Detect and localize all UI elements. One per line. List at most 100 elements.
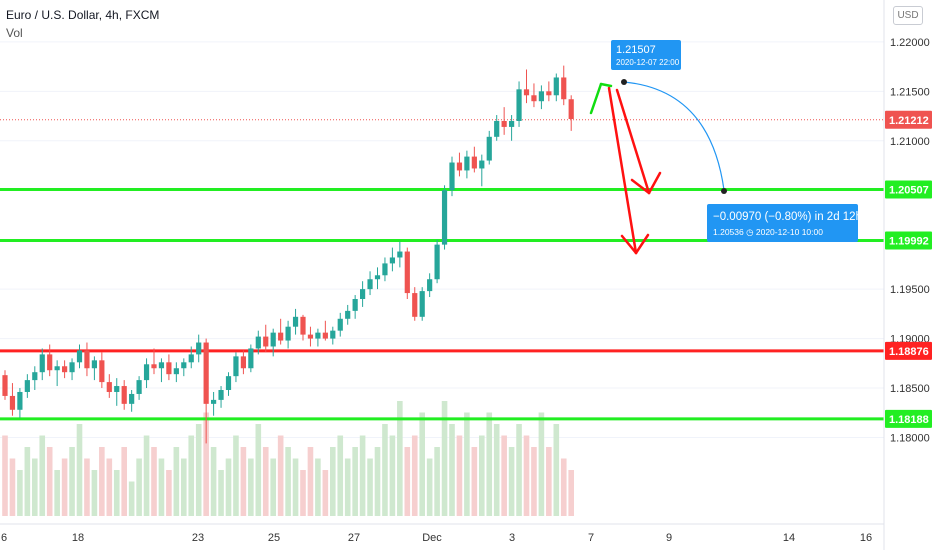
- end-callout-detail: 1.20536 ◷ 2020-12-10 10:00: [713, 227, 823, 237]
- candle-body: [129, 393, 135, 404]
- candle-body: [158, 362, 165, 369]
- volume-bar: [240, 447, 247, 516]
- time-tick-label: 14: [783, 532, 795, 544]
- price-axis[interactable]: 1.180001.185001.190001.195001.200001.205…: [883, 0, 932, 550]
- volume-bar: [330, 447, 336, 516]
- candle-body: [24, 380, 30, 392]
- candle-body: [166, 362, 172, 375]
- candle-body: [136, 380, 142, 394]
- volume-bar: [486, 412, 493, 516]
- candle-body: [17, 391, 23, 410]
- volume-bar: [2, 435, 8, 516]
- candle-body: [9, 395, 16, 410]
- volume-bar: [374, 447, 381, 516]
- candle-body: [106, 382, 112, 392]
- time-tick-label: 27: [348, 532, 360, 544]
- price-tick-label: 1.22000: [890, 37, 930, 49]
- candle-body: [568, 99, 574, 120]
- volume-bar: [121, 447, 127, 516]
- time-tick-label: 23: [192, 532, 204, 544]
- candle-body: [315, 332, 321, 339]
- volume-bar: [277, 435, 284, 516]
- down-arrow-head[interactable]: [630, 178, 651, 195]
- candle-body: [196, 342, 202, 355]
- volume-bar: [523, 435, 530, 516]
- volume-bar: [389, 435, 396, 516]
- volume-bar: [344, 458, 351, 516]
- drawings[interactable]: 1.21507 2020-12-07 22:00 −0.00970 (−0.80%)…: [589, 40, 862, 255]
- volume-bar: [143, 435, 150, 516]
- price-tick-label: 1.21500: [890, 86, 930, 98]
- volume-bar: [210, 447, 217, 516]
- up-arrow-shaft[interactable]: [589, 82, 603, 115]
- candle-body: [516, 89, 522, 121]
- volume-bar: [128, 481, 135, 516]
- volume-bar: [397, 401, 403, 516]
- volume-bar: [106, 458, 113, 516]
- time-tick-label: 3: [509, 532, 515, 544]
- currency-button[interactable]: USD: [893, 6, 923, 25]
- volume-bar: [158, 458, 165, 516]
- down-arrow-head[interactable]: [620, 234, 638, 255]
- volume-bar: [508, 447, 515, 516]
- candle-body: [561, 77, 567, 100]
- end-callout-box: [707, 204, 858, 242]
- candle-body: [76, 350, 83, 363]
- candle-body: [218, 390, 224, 400]
- start-callout-time: 2020-12-07 22:00: [616, 58, 680, 67]
- candle-body: [382, 263, 388, 276]
- volume-bar: [24, 447, 31, 516]
- candle-body: [456, 162, 463, 171]
- projection-curve[interactable]: [623, 81, 725, 191]
- candle-body: [285, 326, 291, 341]
- down-arrow-shaft[interactable]: [607, 86, 638, 255]
- volume-bar: [449, 424, 455, 516]
- volume-bar: [248, 458, 254, 516]
- volume-bar: [315, 458, 321, 516]
- volume-bar: [61, 458, 68, 516]
- volume-bar: [419, 412, 425, 516]
- volume-bar: [173, 447, 180, 516]
- start-callout-box: [611, 40, 681, 70]
- time-axis[interactable]: 6 18 23 25 27 Dec 3 7 9 14 16: [0, 523, 884, 544]
- volume-bar: [471, 447, 478, 516]
- time-tick-label: 6: [1, 532, 7, 544]
- volume-bar: [352, 447, 358, 516]
- candle-body: [240, 356, 246, 369]
- volume-bar: [538, 412, 545, 516]
- volume-bar: [531, 447, 537, 516]
- volume-bar: [434, 447, 440, 516]
- down-arrow-head[interactable]: [634, 233, 650, 255]
- projection-start-point[interactable]: [621, 79, 627, 85]
- level-price-tag-bg: [885, 180, 932, 199]
- candle-body: [389, 257, 395, 264]
- candle-body: [54, 366, 60, 371]
- volume-bar: [233, 435, 239, 516]
- candle-body: [441, 190, 448, 245]
- candle-body: [412, 293, 418, 317]
- down-arrow-shaft[interactable]: [615, 88, 651, 195]
- volume-bar: [516, 424, 522, 516]
- down-arrow-head[interactable]: [647, 171, 662, 195]
- volume-bar: [84, 458, 90, 516]
- volume-bar: [359, 435, 366, 516]
- projection-end-point[interactable]: [721, 188, 727, 194]
- time-tick-label: 16: [860, 532, 872, 544]
- candle-body: [471, 156, 477, 169]
- volume-bar: [91, 470, 98, 516]
- volume-bar: [46, 447, 53, 516]
- candle-body: [99, 360, 105, 383]
- candle-body: [330, 330, 336, 339]
- volume-bar: [99, 447, 105, 516]
- candle-body: [538, 91, 544, 102]
- candle-body: [360, 289, 366, 300]
- candle-body: [345, 310, 351, 319]
- candle-body: [523, 89, 530, 96]
- up-arrow-head[interactable]: [599, 82, 613, 88]
- volume-bar: [76, 424, 83, 516]
- volume-bar: [203, 412, 209, 516]
- level-price-tag-bg: [885, 409, 932, 428]
- level-price-tag: 1.18188: [889, 414, 929, 426]
- volume-bar: [54, 470, 60, 516]
